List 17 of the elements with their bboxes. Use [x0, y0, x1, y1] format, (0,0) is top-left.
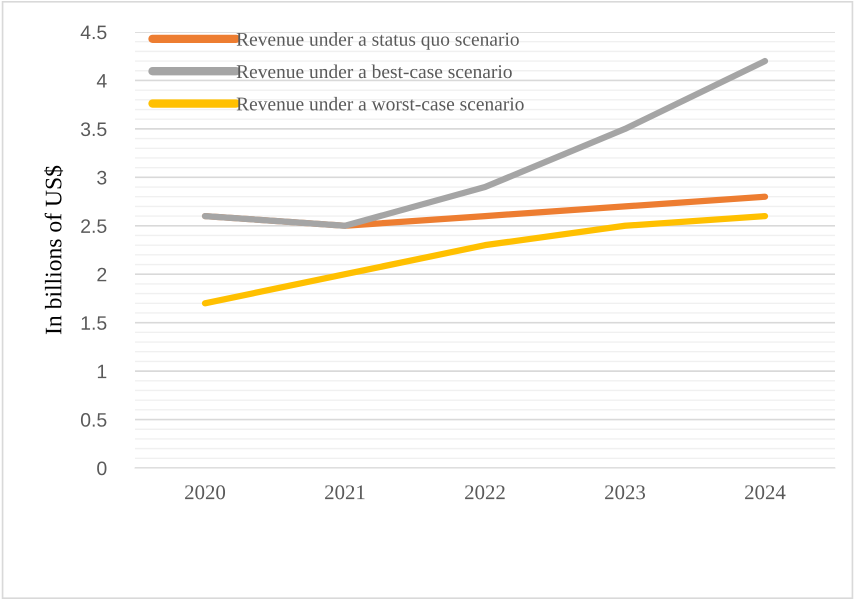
y-tick-label: 0.5	[80, 413, 106, 427]
y-tick-label: 4.5	[80, 26, 106, 40]
y-tick-label: 0	[97, 461, 106, 476]
x-tick-label: 2020	[185, 485, 226, 500]
x-tick-label: 2022	[465, 485, 505, 500]
legend-label: Revenue under a best-case scenario	[236, 64, 512, 78]
y-tick-label: 3	[97, 170, 106, 185]
y-tick-label: 3.5	[80, 122, 106, 136]
y-tick-label: 4	[96, 74, 107, 88]
y-tick-label: 2	[97, 268, 106, 282]
y-tick-label: 1.5	[82, 316, 106, 330]
x-tick-label: 2021	[325, 485, 365, 500]
x-tick-label: 2024	[745, 485, 786, 500]
x-tick-label: 2023	[605, 485, 646, 500]
y-tick-label: 1	[98, 364, 106, 378]
y-tick-label: 2.5	[81, 219, 106, 234]
y-axis-title: In billions of US$	[44, 166, 64, 334]
